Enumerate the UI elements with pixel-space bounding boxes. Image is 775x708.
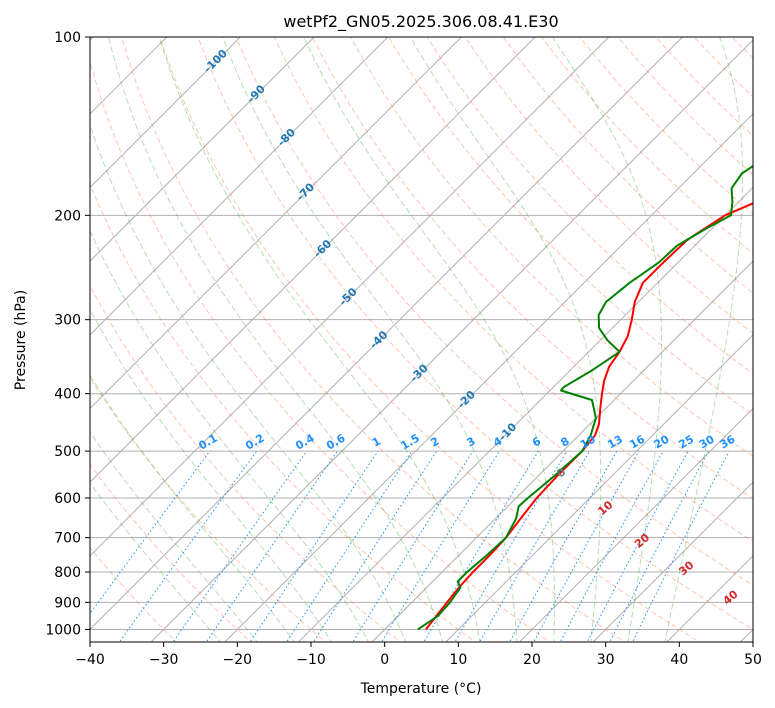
isotherm-line	[90, 37, 242, 189]
y-axis-label: Pressure (hPa)	[13, 290, 29, 390]
dry-adiabat-line	[159, 37, 701, 642]
isotherm-line	[90, 37, 463, 410]
dry-adiabat-line	[90, 546, 178, 642]
x-axis-ticks: −40 −30 −20 −10 0 10 20 30 40 50	[75, 642, 762, 668]
x-tick-label: −30	[149, 652, 179, 668]
x-tick-label: −10	[296, 652, 326, 668]
mixing-ratio-line	[90, 450, 211, 615]
dry-adiabat-line	[90, 182, 476, 642]
dry-adiabat-line	[197, 37, 753, 630]
y-tick-label: 400	[54, 387, 81, 403]
x-tick-label: −40	[75, 652, 105, 668]
isotherm-line	[445, 334, 753, 642]
dry-adiabat-line	[90, 463, 252, 642]
y-tick-label: 200	[54, 208, 81, 224]
dry-adiabat-line	[426, 37, 753, 375]
isotherm-line	[90, 37, 536, 483]
plot-frame	[89, 36, 754, 643]
mixing-ratio-line	[286, 450, 413, 642]
dry-adiabat-line	[273, 37, 753, 543]
mixing-ratio-line	[205, 450, 338, 642]
moist-adiabat-line	[107, 37, 444, 642]
x-tick-label: −20	[223, 652, 253, 668]
x-tick-label: 0	[380, 652, 389, 668]
moist-adiabat-line	[90, 482, 221, 642]
mixing-ratio-line	[609, 450, 709, 642]
y-axis-ticks: 100 200 300 400 500 600 700 800 900 1000	[45, 30, 90, 638]
mixing-ratio-line	[172, 450, 308, 642]
isotherm-line	[297, 186, 753, 642]
y-tick-label: 800	[54, 565, 81, 581]
x-tick-label: 40	[670, 652, 688, 668]
isotherm-line	[518, 407, 753, 642]
dry-adiabat-line	[121, 37, 626, 642]
chart-title: wetPf2_GN05.2025.306.08.41.E30	[283, 12, 558, 32]
x-tick-label: 10	[449, 652, 467, 668]
moist-adiabat-line	[90, 308, 332, 642]
dry-adiabat-line	[90, 60, 551, 642]
y-tick-label: 300	[54, 313, 81, 329]
y-tick-label: 500	[54, 444, 81, 460]
isotherm-line	[224, 113, 753, 642]
mixing-ratio-line	[586, 450, 689, 642]
y-tick-label: 1000	[45, 622, 81, 638]
data-lines	[417, 164, 753, 631]
x-axis-label: Temperature (°C)	[360, 681, 482, 697]
y-tick-label: 600	[54, 491, 81, 507]
moist-adiabat-line	[90, 430, 258, 642]
background-lines	[90, 37, 753, 642]
isotherm-line	[150, 39, 753, 642]
mixing-ratio-line	[381, 450, 500, 642]
mixing-ratio-line	[312, 450, 438, 642]
x-tick-label: 50	[744, 652, 762, 668]
isotherm-line	[90, 37, 389, 336]
moist-adiabat-line	[551, 37, 663, 642]
moist-adiabat-line	[222, 37, 518, 642]
y-tick-label: 900	[54, 595, 81, 611]
isotherm-line	[371, 260, 753, 642]
y-tick-label: 100	[54, 30, 81, 46]
temperature-profile-line	[425, 202, 753, 631]
isotherm-line	[90, 37, 684, 631]
moist-adiabat-line	[90, 374, 295, 642]
mixing-ratio-line	[249, 450, 379, 642]
isotherm-line	[592, 481, 753, 642]
dry-adiabat-line	[464, 37, 753, 334]
x-tick-label: 20	[523, 652, 541, 668]
isotherm-line	[90, 37, 315, 262]
moist-adiabat-line	[158, 37, 481, 642]
dry-adiabat-line	[90, 284, 402, 642]
moist-adiabat-line	[664, 37, 744, 642]
moist-adiabat-line	[90, 229, 369, 642]
isotherm-line	[90, 37, 610, 557]
moist-adiabat-line	[409, 37, 602, 642]
dry-adiabat-line	[90, 376, 327, 642]
moist-adiabat-line	[90, 123, 407, 642]
mixing-ratio-line	[118, 450, 258, 642]
x-tick-label: 30	[597, 652, 615, 668]
dry-adiabat-line	[311, 37, 753, 500]
y-tick-label: 700	[54, 531, 81, 547]
dry-adiabat-line	[350, 37, 753, 458]
mixing-ratio-line	[559, 450, 664, 642]
dewpoint-profile-line	[417, 164, 753, 631]
mixing-ratio-line	[352, 450, 474, 642]
